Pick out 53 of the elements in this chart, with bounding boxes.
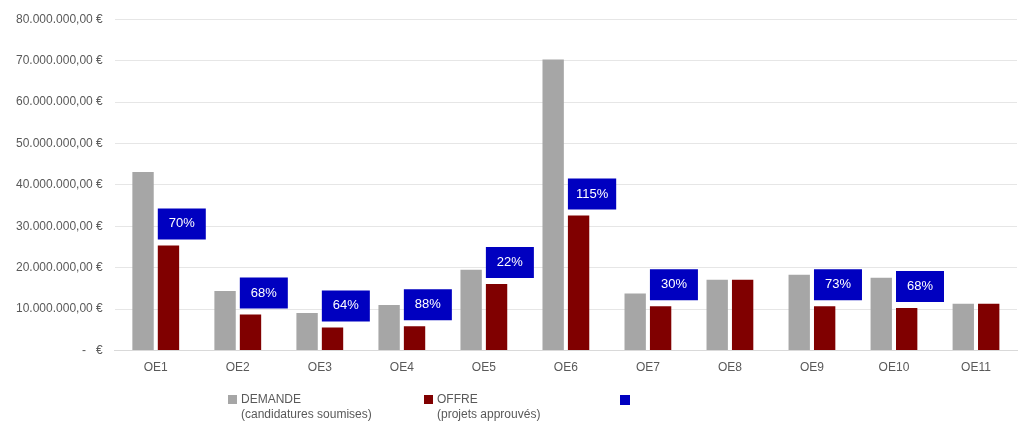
x-tick-label: OE8 xyxy=(717,360,743,375)
bar xyxy=(731,279,754,351)
y-tick-label: - € xyxy=(82,342,104,357)
bar xyxy=(870,277,892,351)
bar xyxy=(978,303,1000,351)
bar xyxy=(788,274,810,351)
y-tick-label: 70.000.000,00 € xyxy=(16,52,104,67)
x-tick-label: OE5 xyxy=(471,360,497,375)
bar xyxy=(403,326,426,351)
annotation: 22% xyxy=(496,253,524,269)
bar xyxy=(321,327,344,351)
x-tick-label: OE3 xyxy=(307,360,333,375)
y-tick-label: 40.000.000,00 € xyxy=(16,177,104,192)
y-tick-label: 30.000.000,00 € xyxy=(16,218,104,233)
bar xyxy=(157,245,180,351)
bar xyxy=(542,59,564,351)
bar xyxy=(567,215,590,351)
bar xyxy=(624,293,646,351)
bar xyxy=(296,312,318,351)
x-tick-label: OE11 xyxy=(961,360,992,375)
annotation: 68% xyxy=(906,278,934,294)
bar xyxy=(485,283,508,351)
x-tick-label: OE9 xyxy=(799,360,825,375)
x-tick-label: OE4 xyxy=(389,360,415,375)
annotation: 68% xyxy=(250,284,278,300)
x-tick-label: OE10 xyxy=(878,360,910,375)
bar xyxy=(378,305,400,351)
legend-label: OFFRE (projets approuvés) xyxy=(437,392,541,422)
x-tick-label: OE7 xyxy=(635,360,661,375)
bar xyxy=(706,279,728,351)
annotation: 70% xyxy=(168,215,196,231)
bar xyxy=(239,314,262,351)
legend-label: DEMANDE (candidatures soumises) xyxy=(241,392,372,422)
y-tick-label: 50.000.000,00 € xyxy=(16,135,104,150)
bar xyxy=(460,269,482,351)
bar xyxy=(132,172,154,351)
annotation: 88% xyxy=(414,296,442,312)
annotation: 73% xyxy=(824,276,852,292)
y-tick-label: 10.000.000,00 € xyxy=(16,301,104,316)
annotation: 64% xyxy=(332,297,360,313)
bar xyxy=(952,303,974,351)
bar xyxy=(896,307,918,351)
y-tick-label: 20.000.000,00 € xyxy=(16,260,104,275)
bar xyxy=(214,290,236,351)
bar xyxy=(813,306,836,351)
annotation: 115% xyxy=(575,185,609,201)
annotation: 30% xyxy=(660,276,688,292)
bar xyxy=(649,306,672,351)
x-tick-label: OE1 xyxy=(143,360,169,375)
x-tick-label: OE2 xyxy=(225,360,251,375)
y-tick-label: 60.000.000,00 € xyxy=(16,94,104,109)
x-tick-label: OE6 xyxy=(553,360,579,375)
y-tick-label: 80.000.000,00 € xyxy=(16,11,104,26)
